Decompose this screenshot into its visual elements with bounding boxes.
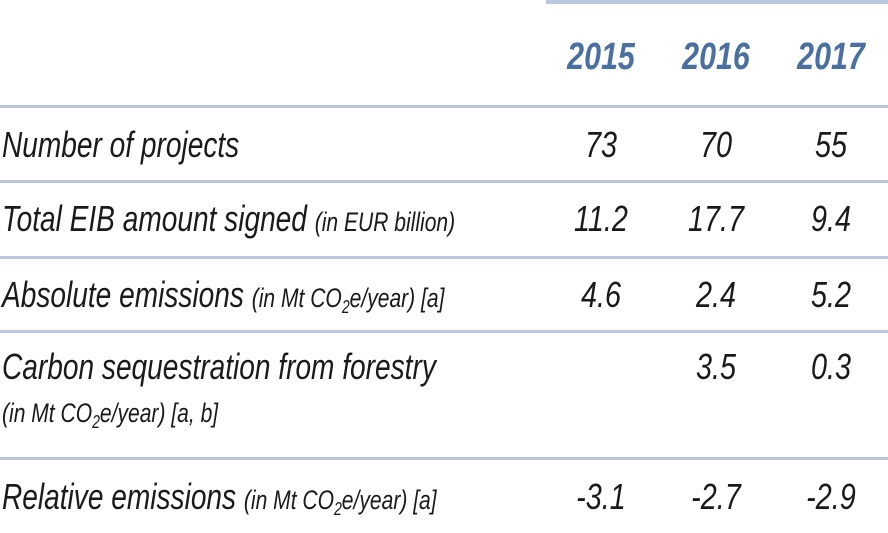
value-cell: 70	[699, 124, 733, 165]
row-label-text: Carbon sequestration from forestry	[2, 346, 436, 387]
year-header-2017: 2017	[797, 36, 865, 78]
value-cell: 2.4	[695, 274, 737, 315]
value-cell: 17.7	[687, 198, 745, 239]
row-label-carbon-sequestration: Carbon sequestration from forestry	[2, 346, 436, 388]
value-cell: 55	[814, 124, 848, 165]
year-header-2016: 2016	[682, 36, 750, 78]
value-cell: 4.6	[580, 274, 622, 315]
row-divider	[0, 180, 888, 183]
row-label-relative-emissions: Relative emissions (in Mt CO2e/year) [a]	[2, 476, 437, 520]
year-header-2015: 2015	[567, 36, 635, 78]
row-label-text: Relative emissions	[2, 476, 244, 517]
value-cell: 5.2	[810, 274, 852, 315]
row-divider	[0, 105, 888, 108]
row-label-number-of-projects: Number of projects	[2, 124, 239, 166]
header-top-rule	[546, 0, 888, 4]
row-divider	[0, 330, 888, 333]
value-cell: -3.1	[576, 476, 626, 517]
value-cell: 0.3	[810, 346, 852, 387]
value-cell: 9.4	[810, 198, 852, 239]
row-label-unit-note: (in Mt CO2e/year) [a]	[243, 485, 437, 519]
value-cell: 73	[584, 124, 618, 165]
row-label-text: Absolute emissions	[2, 274, 252, 315]
row-divider	[0, 256, 888, 259]
value-cell: 11.2	[574, 198, 628, 239]
row-divider	[0, 457, 888, 460]
row-label-text: Number of projects	[2, 124, 240, 165]
value-cell: -2.7	[691, 476, 741, 517]
row-label-unit-note: (in EUR billion)	[314, 207, 456, 237]
value-cell: -2.9	[806, 476, 856, 517]
row-label-total-eib-amount: Total EIB amount signed (in EUR billion)	[2, 198, 455, 240]
row-label-absolute-emissions: Absolute emissions (in Mt CO2e/year) [a]	[2, 274, 444, 318]
value-cell: 3.5	[695, 346, 737, 387]
row-label-text: Total EIB amount signed	[2, 198, 315, 239]
row-label-unit-note: (in Mt CO2e/year) [a, b]	[2, 398, 219, 432]
row-label-unit-note: (in Mt CO2e/year) [a]	[251, 283, 445, 317]
